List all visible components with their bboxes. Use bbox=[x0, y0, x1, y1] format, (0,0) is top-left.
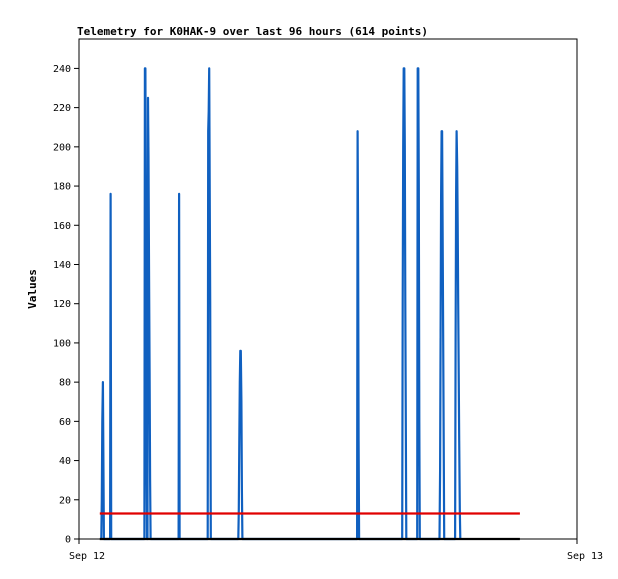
x-axis: Sep 12 Sep 13 bbox=[69, 539, 603, 562]
chart-title: Telemetry for K0HAK-9 over last 96 hours… bbox=[77, 25, 428, 38]
plot-frame bbox=[78, 38, 578, 540]
y-tick-label: 40 bbox=[59, 456, 71, 467]
y-tick-label: 200 bbox=[53, 142, 71, 153]
x-tick-label: Sep 13 bbox=[567, 551, 603, 562]
y-tick-label: 60 bbox=[59, 417, 71, 428]
y-tick-label: 20 bbox=[59, 495, 71, 506]
y-axis: 0 20 40 60 80 100 120 140 160 180 200 220 240 bbox=[53, 64, 79, 546]
y-tick-label: 180 bbox=[53, 182, 71, 193]
y-tick-label: 220 bbox=[53, 103, 71, 114]
y-tick-label: 100 bbox=[53, 338, 71, 349]
x-tick-label: Sep 12 bbox=[69, 551, 105, 562]
y-tick-label: 160 bbox=[53, 221, 71, 232]
y-tick-label: 240 bbox=[53, 64, 71, 75]
y-tick-label: 0 bbox=[65, 535, 71, 546]
series-line-0 bbox=[100, 67, 462, 541]
y-axis-label: Values bbox=[26, 269, 39, 309]
y-tick-label: 120 bbox=[53, 299, 71, 310]
y-tick-label: 80 bbox=[59, 378, 71, 389]
y-tick-label: 140 bbox=[53, 260, 71, 271]
plot-series bbox=[99, 67, 520, 541]
